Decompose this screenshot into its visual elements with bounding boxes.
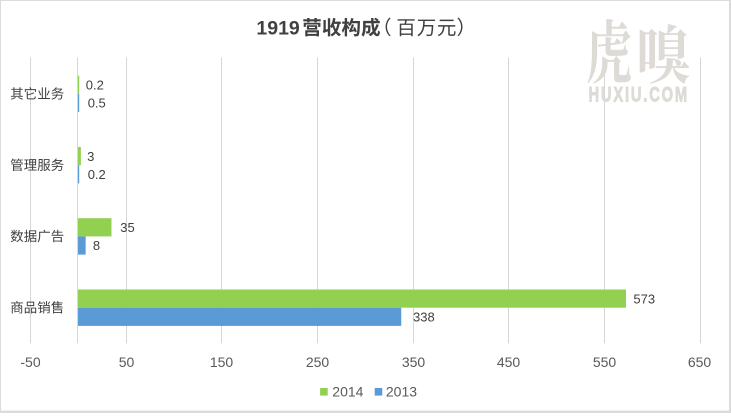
svg-text:35: 35 <box>120 220 134 235</box>
svg-text:250: 250 <box>306 354 330 370</box>
svg-text:350: 350 <box>402 354 426 370</box>
svg-text:0.2: 0.2 <box>86 78 104 93</box>
svg-text:0.5: 0.5 <box>88 96 106 111</box>
svg-text:573: 573 <box>633 291 655 306</box>
svg-text:0.2: 0.2 <box>88 167 106 182</box>
svg-text:-50: -50 <box>20 354 40 370</box>
svg-text:550: 550 <box>593 354 617 370</box>
svg-text:50: 50 <box>119 354 135 370</box>
svg-text:1919: 1919 <box>256 18 300 40</box>
svg-text:2013: 2013 <box>386 383 417 399</box>
svg-text:3: 3 <box>87 149 94 164</box>
svg-text:HUXIU.COM: HUXIU.COM <box>589 83 689 106</box>
svg-text:450: 450 <box>497 354 521 370</box>
svg-text:150: 150 <box>210 354 234 370</box>
svg-text:8: 8 <box>93 238 100 253</box>
svg-text:338: 338 <box>413 310 435 325</box>
svg-text:2014: 2014 <box>332 383 363 399</box>
svg-text:650: 650 <box>688 354 712 370</box>
